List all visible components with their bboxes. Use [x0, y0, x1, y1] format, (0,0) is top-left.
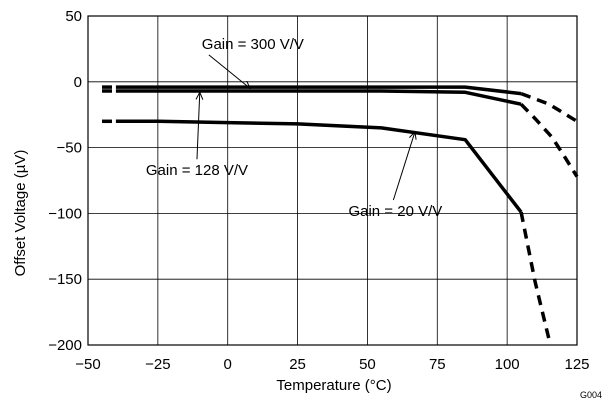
annotation-arrow	[393, 132, 415, 200]
x-axis-title: Temperature (°C)	[276, 377, 391, 394]
x-tick-label: −25	[145, 356, 170, 373]
figure-code: G004	[580, 390, 602, 400]
x-tick-label: 50	[359, 356, 376, 373]
x-tick-label: 0	[224, 356, 232, 373]
annotation-arrow	[209, 55, 250, 88]
annotations: Gain = 300 V/V Gain = 128 V/V Gain = 20 V/…	[146, 36, 442, 220]
x-tick-label: −50	[75, 356, 100, 373]
plot-frame	[88, 16, 577, 345]
annotation-label: Gain = 20 V/V	[348, 203, 442, 220]
y-tick-label: 0	[74, 74, 82, 91]
x-tick-label: 75	[429, 356, 446, 373]
x-tick-label: 125	[564, 356, 589, 373]
annotation-arrow	[197, 92, 200, 159]
annotation-label: Gain = 300 V/V	[202, 36, 304, 53]
series-line-gain-128-v-v	[116, 91, 521, 104]
x-tick-label: 100	[495, 356, 520, 373]
y-axis-title: Offset Voltage (µV)	[12, 150, 29, 277]
y-tick-label: −150	[48, 271, 82, 288]
y-tick-label: −200	[48, 337, 82, 354]
y-tick-label: −50	[57, 140, 82, 157]
x-tick-label: 25	[289, 356, 306, 373]
tick-labels: −50 −25 0 25 50 75 100 125 50 0 −50 −100 −150 −200	[48, 8, 589, 373]
grid	[88, 16, 577, 345]
y-tick-label: 50	[65, 8, 82, 25]
series-dashed-gain-300-v-v	[521, 94, 577, 122]
series-dashed-gain-20-v-v	[521, 212, 549, 340]
annotation-label: Gain = 128 V/V	[146, 162, 248, 179]
y-tick-label: −100	[48, 205, 82, 222]
